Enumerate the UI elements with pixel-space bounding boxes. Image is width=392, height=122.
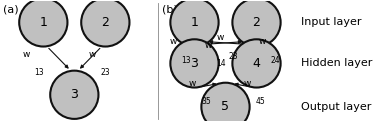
Ellipse shape: [171, 39, 219, 87]
Text: 35: 35: [201, 97, 211, 106]
Ellipse shape: [201, 83, 250, 122]
Text: w: w: [170, 37, 177, 46]
Text: 24: 24: [271, 56, 280, 65]
Text: 1: 1: [191, 16, 198, 29]
Ellipse shape: [19, 0, 67, 46]
Ellipse shape: [50, 71, 98, 119]
Text: 13: 13: [34, 68, 44, 77]
Text: w: w: [189, 79, 196, 87]
Ellipse shape: [232, 39, 281, 87]
Text: 2: 2: [102, 16, 109, 29]
Text: (a): (a): [3, 4, 18, 14]
Text: 14: 14: [217, 59, 226, 68]
Text: w: w: [216, 33, 223, 42]
Text: 23: 23: [100, 68, 110, 77]
Text: 13: 13: [182, 56, 191, 65]
Text: 4: 4: [252, 57, 260, 70]
Ellipse shape: [171, 0, 219, 46]
Text: 23: 23: [228, 52, 238, 61]
Text: 1: 1: [39, 16, 47, 29]
Text: w: w: [22, 50, 30, 59]
Text: 2: 2: [252, 16, 260, 29]
Text: 3: 3: [191, 57, 198, 70]
Text: Input layer: Input layer: [301, 17, 361, 27]
Text: 45: 45: [255, 97, 265, 106]
Ellipse shape: [232, 0, 281, 46]
Text: 5: 5: [221, 100, 229, 113]
Text: w: w: [88, 50, 96, 59]
Text: w: w: [205, 41, 212, 50]
Text: Output layer: Output layer: [301, 102, 372, 112]
Text: (b): (b): [162, 4, 177, 14]
Ellipse shape: [81, 0, 129, 46]
Text: 3: 3: [71, 88, 78, 101]
Text: w: w: [259, 37, 266, 46]
Text: Hidden layer: Hidden layer: [301, 58, 372, 68]
Text: w: w: [243, 79, 251, 87]
